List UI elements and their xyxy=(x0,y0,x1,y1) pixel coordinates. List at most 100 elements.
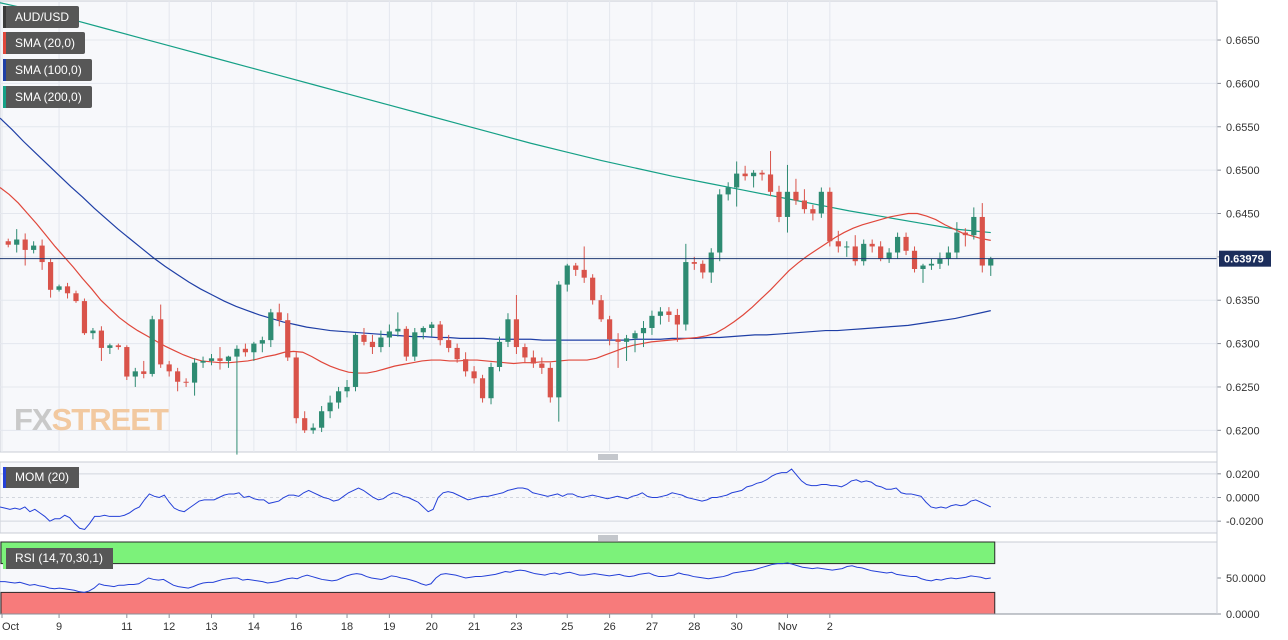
candle-body xyxy=(14,239,20,245)
candle-body xyxy=(750,172,757,177)
current-price-tag xyxy=(1219,250,1271,267)
pane-splitter-1[interactable] xyxy=(598,535,618,541)
legend-sma100[interactable]: SMA (100,0) xyxy=(3,59,92,81)
candle xyxy=(344,380,350,398)
candle-body xyxy=(776,191,782,217)
legend-sma200-label: SMA (200,0) xyxy=(15,90,82,104)
candle xyxy=(319,406,325,433)
candle xyxy=(750,170,757,188)
candle xyxy=(302,411,308,433)
candle xyxy=(767,151,774,197)
candle-body xyxy=(945,252,952,259)
candle-body xyxy=(784,191,791,217)
candle-body xyxy=(115,345,121,348)
momentum-pane-label[interactable]: MOM (20) xyxy=(3,467,79,488)
price-tick-label: 0.6500 xyxy=(1226,165,1260,177)
candle xyxy=(810,204,816,221)
price-pane-background xyxy=(0,0,1218,453)
candle-body xyxy=(56,286,62,290)
legend-sma100-swatch xyxy=(3,59,6,81)
candle-body xyxy=(479,378,486,399)
candle xyxy=(166,360,172,377)
price-pane xyxy=(0,0,1218,614)
candle-body xyxy=(183,381,189,383)
candle-body xyxy=(166,364,172,372)
candle xyxy=(403,326,409,361)
price-tick-label: 0.6300 xyxy=(1226,339,1260,351)
candle-body xyxy=(141,371,147,374)
candle xyxy=(522,343,528,363)
legend-sma20[interactable]: SMA (20,0) xyxy=(3,32,86,54)
candle-body xyxy=(47,262,54,290)
candle-body xyxy=(801,200,808,210)
candle xyxy=(640,321,647,348)
logo-part-street: STREET xyxy=(51,402,169,437)
candle-body xyxy=(844,246,850,248)
candle-body xyxy=(708,252,714,273)
candle xyxy=(191,358,198,396)
candle xyxy=(64,282,71,299)
candle xyxy=(39,239,45,270)
candle-body xyxy=(539,363,545,368)
candle xyxy=(657,307,664,325)
candle-body xyxy=(437,324,443,341)
candle xyxy=(361,327,367,346)
logo-part-fx: FX xyxy=(14,402,53,437)
legend-sma200[interactable]: SMA (200,0) xyxy=(3,86,92,108)
candle-body xyxy=(547,367,553,398)
candle-body xyxy=(564,265,570,285)
legend-sma20-swatch xyxy=(3,32,6,54)
candle xyxy=(505,313,511,348)
momentum-label-swatch xyxy=(3,467,6,488)
candle xyxy=(835,230,841,253)
candle xyxy=(573,262,579,276)
candle xyxy=(632,330,638,353)
candle xyxy=(335,386,342,409)
candle xyxy=(878,241,884,262)
candle-body xyxy=(200,360,206,363)
candle-body xyxy=(742,173,748,177)
candle xyxy=(242,343,248,357)
candle xyxy=(530,350,536,368)
candle-body xyxy=(759,172,765,175)
candle xyxy=(175,367,181,392)
time-tick-label: 9 xyxy=(56,621,62,633)
momentum-pane xyxy=(0,461,1218,534)
candle xyxy=(98,326,105,361)
candle-body xyxy=(827,191,833,242)
candle-body xyxy=(344,386,350,392)
candle xyxy=(784,164,791,233)
candle xyxy=(666,307,672,322)
sma100-line xyxy=(0,117,991,341)
candle xyxy=(945,246,952,266)
candle xyxy=(649,310,655,335)
candle-body xyxy=(412,332,418,357)
candle-body xyxy=(513,319,520,348)
candle-body xyxy=(666,311,672,315)
candle-body xyxy=(276,312,282,321)
candle xyxy=(225,355,232,368)
time-tick-label: 12 xyxy=(163,621,175,633)
candle-body xyxy=(242,348,248,353)
candle xyxy=(615,333,621,368)
candle xyxy=(886,248,892,263)
legend-symbol[interactable]: AUD/USD xyxy=(3,6,80,28)
current-price-label: 0.63979 xyxy=(1224,254,1264,266)
candle xyxy=(132,367,138,387)
candle xyxy=(717,189,723,262)
legend-symbol-swatch xyxy=(3,6,6,28)
rsi-label-swatch xyxy=(3,548,6,569)
candle-body xyxy=(251,343,257,353)
rsi-pane-label[interactable]: RSI (14,70,30,1) xyxy=(3,548,114,569)
candle xyxy=(607,315,613,346)
candle xyxy=(47,258,54,298)
candle-body xyxy=(793,191,799,201)
candle xyxy=(56,284,62,292)
momentum-tick-label: 0.0200 xyxy=(1226,469,1260,481)
candle-body xyxy=(73,293,79,302)
candle xyxy=(818,187,824,218)
candle-body xyxy=(530,357,536,364)
pane-splitter-0[interactable] xyxy=(598,454,618,460)
candle xyxy=(725,182,731,201)
